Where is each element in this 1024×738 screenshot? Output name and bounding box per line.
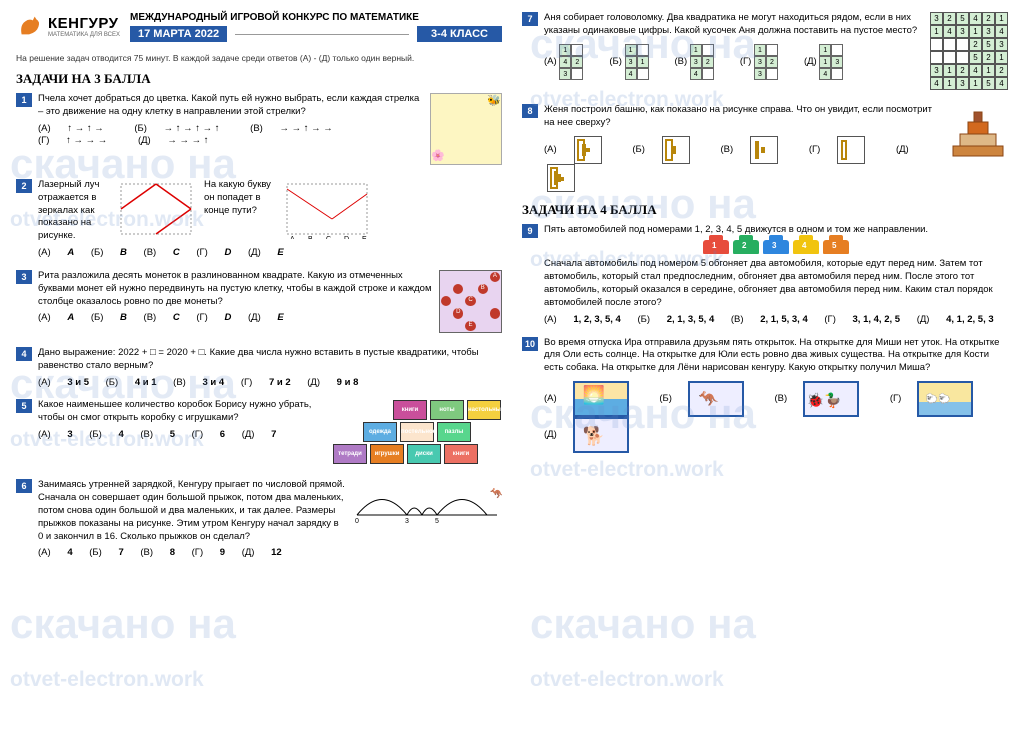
q3-grid: A B C D E <box>439 270 502 333</box>
problem-5: 5 книгинотынастольные игры одеждапостель… <box>16 399 502 469</box>
svg-text:D: D <box>344 236 349 239</box>
section-3pt: ЗАДАЧИ НА 3 БАЛЛА <box>16 71 502 87</box>
q5-boxes: книгинотынастольные игры одеждапостельно… <box>332 399 502 465</box>
q2-diagram-left <box>116 179 196 239</box>
problem-6: 6 035 🦘 Занимаясь утренней зарядкой, Кен… <box>16 479 502 560</box>
q7-grid: 325421143134253521312412413154 <box>930 12 1008 90</box>
problem-3: 3 A B C D E Рита разложила десять монето… <box>16 270 502 337</box>
contest-title: МЕЖДУНАРОДНЫЙ ИГРОВОЙ КОНКУРС ПО МАТЕМАТ… <box>130 12 502 23</box>
problem-2: 2 Лазерный луч отражается в зеркалах как… <box>16 179 502 260</box>
q9-cars: 12345 <box>544 240 1008 254</box>
svg-text:5: 5 <box>435 518 439 523</box>
problem-7: 7 325421143134253521312412413154 Аня соб… <box>522 12 1008 94</box>
q2-diagram-right: A B C D E <box>282 179 372 239</box>
q6-numberline: 0 3 5 🦘 <box>352 479 502 523</box>
problem-4: 4 Дано выражение: 2022 + □ = 2020 + □. К… <box>16 347 502 389</box>
header: КЕНГУРУ МАТЕМАТИКА ДЛЯ ВСЕХ МЕЖДУНАРОДНЫ… <box>16 12 502 47</box>
logo-name: КЕНГУРУ <box>48 15 120 32</box>
kangaroo-icon <box>16 12 44 40</box>
right-column: 7 325421143134253521312412413154 Аня соб… <box>522 12 1008 570</box>
left-column: КЕНГУРУ МАТЕМАТИКА ДЛЯ ВСЕХ МЕЖДУНАРОДНЫ… <box>16 12 502 570</box>
svg-text:A: A <box>290 236 295 239</box>
q1-grid: 🐝 🌸 <box>430 93 502 165</box>
problem-8: 8 Женя построил башню, как показано на р… <box>522 104 1008 192</box>
svg-text:3: 3 <box>405 518 409 523</box>
date-bar: 17 МАРТА 2022 <box>130 26 227 42</box>
class-bar: 3-4 КЛАСС <box>417 26 502 42</box>
q8-tower <box>948 104 1008 160</box>
problem-9: 9 Пять автомобилей под номерами 1, 2, 3,… <box>522 224 1008 327</box>
svg-text:C: C <box>326 236 331 239</box>
problem-10: 10 Во время отпуска Ира отправила друзья… <box>522 337 1008 453</box>
svg-text:B: B <box>308 236 313 239</box>
problem-1: 1 🐝 🌸 Пчела хочет добраться до цветка. К… <box>16 93 502 169</box>
section-4pt: ЗАДАЧИ НА 4 БАЛЛА <box>522 202 1008 218</box>
svg-text:🦘: 🦘 <box>490 487 502 500</box>
svg-text:0: 0 <box>355 518 359 523</box>
svg-text:E: E <box>362 236 367 239</box>
instruction: На решение задач отводится 75 минут. В к… <box>16 53 502 63</box>
logo-sub: МАТЕМАТИКА ДЛЯ ВСЕХ <box>48 32 120 38</box>
logo: КЕНГУРУ МАТЕМАТИКА ДЛЯ ВСЕХ <box>16 12 120 40</box>
